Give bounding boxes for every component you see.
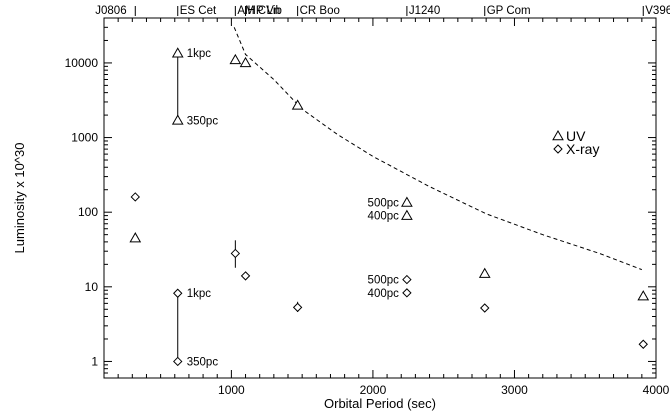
xray-point [402,274,412,285]
xray-point [638,339,648,349]
xray-point [240,271,251,281]
xray-point [130,192,140,202]
legend-uv-marker [552,129,564,141]
y-tick-label: 10 [85,280,99,294]
xray-point [173,356,183,367]
legend-xray-marker [553,144,563,154]
uv-point [291,99,304,110]
object-label: V396 Hya [645,5,670,17]
uv-point [171,114,184,125]
xray-point [480,303,490,313]
theory-dashed-curve [233,27,642,271]
distance-annotation: 500pc [368,275,400,287]
uv-point [239,56,252,68]
object-label: CR Boo [300,5,340,17]
x-axis-label: Orbital Period (sec) [324,396,436,411]
x-tick-label: 4000 [643,383,670,397]
dashed-curve-layer [233,27,642,271]
y-tick-label: 10000 [65,56,99,70]
object-label: ES Cet [180,5,217,17]
y-tick-label: 1 [91,354,98,368]
distance-annotation: 350pc [187,115,219,127]
object-label: AM CVn [237,5,280,17]
y-axis-label: Luminosity x 10^30 [12,143,27,254]
uv-point [401,196,413,207]
legend-xray-label: X-ray [566,141,599,157]
legend: UVX-ray [552,128,599,157]
uv-point [401,209,413,220]
uv-point [171,47,184,58]
x-tick-label: 2000 [360,383,387,397]
object-label: GP Com [487,5,531,17]
xray-point [402,288,412,298]
object-label: J0806 [95,5,126,17]
points-layer [129,47,650,367]
y-tick-label: 100 [78,205,98,219]
axes-layer: 1000 2000 3000 4000 1 10 100 1000 10000 Orbital P… [12,17,670,411]
distance-annotation: 400pc [368,211,400,223]
xray-point [292,302,303,313]
uv-point [229,53,242,65]
distance-annotation: 1kpc [187,288,212,300]
legend-uv-label: UV [566,128,586,144]
uv-point [129,232,142,243]
xray-point [230,248,241,259]
distance-annotation: 350pc [187,356,219,368]
distance-annotation: 1kpc [187,48,212,60]
distance-annotation: 500pc [368,197,400,209]
object-label: J1240 [409,5,440,17]
xray-point [173,288,183,298]
distance-annotation: 400pc [368,288,400,300]
x-tick-label: 3000 [501,383,528,397]
plot-frame [103,17,657,379]
uv-point [637,290,650,301]
object-label: HP Lib [248,5,282,17]
x-tick-label: 1000 [218,383,245,397]
uv-point [478,267,491,278]
y-tick-label: 1000 [71,131,98,145]
